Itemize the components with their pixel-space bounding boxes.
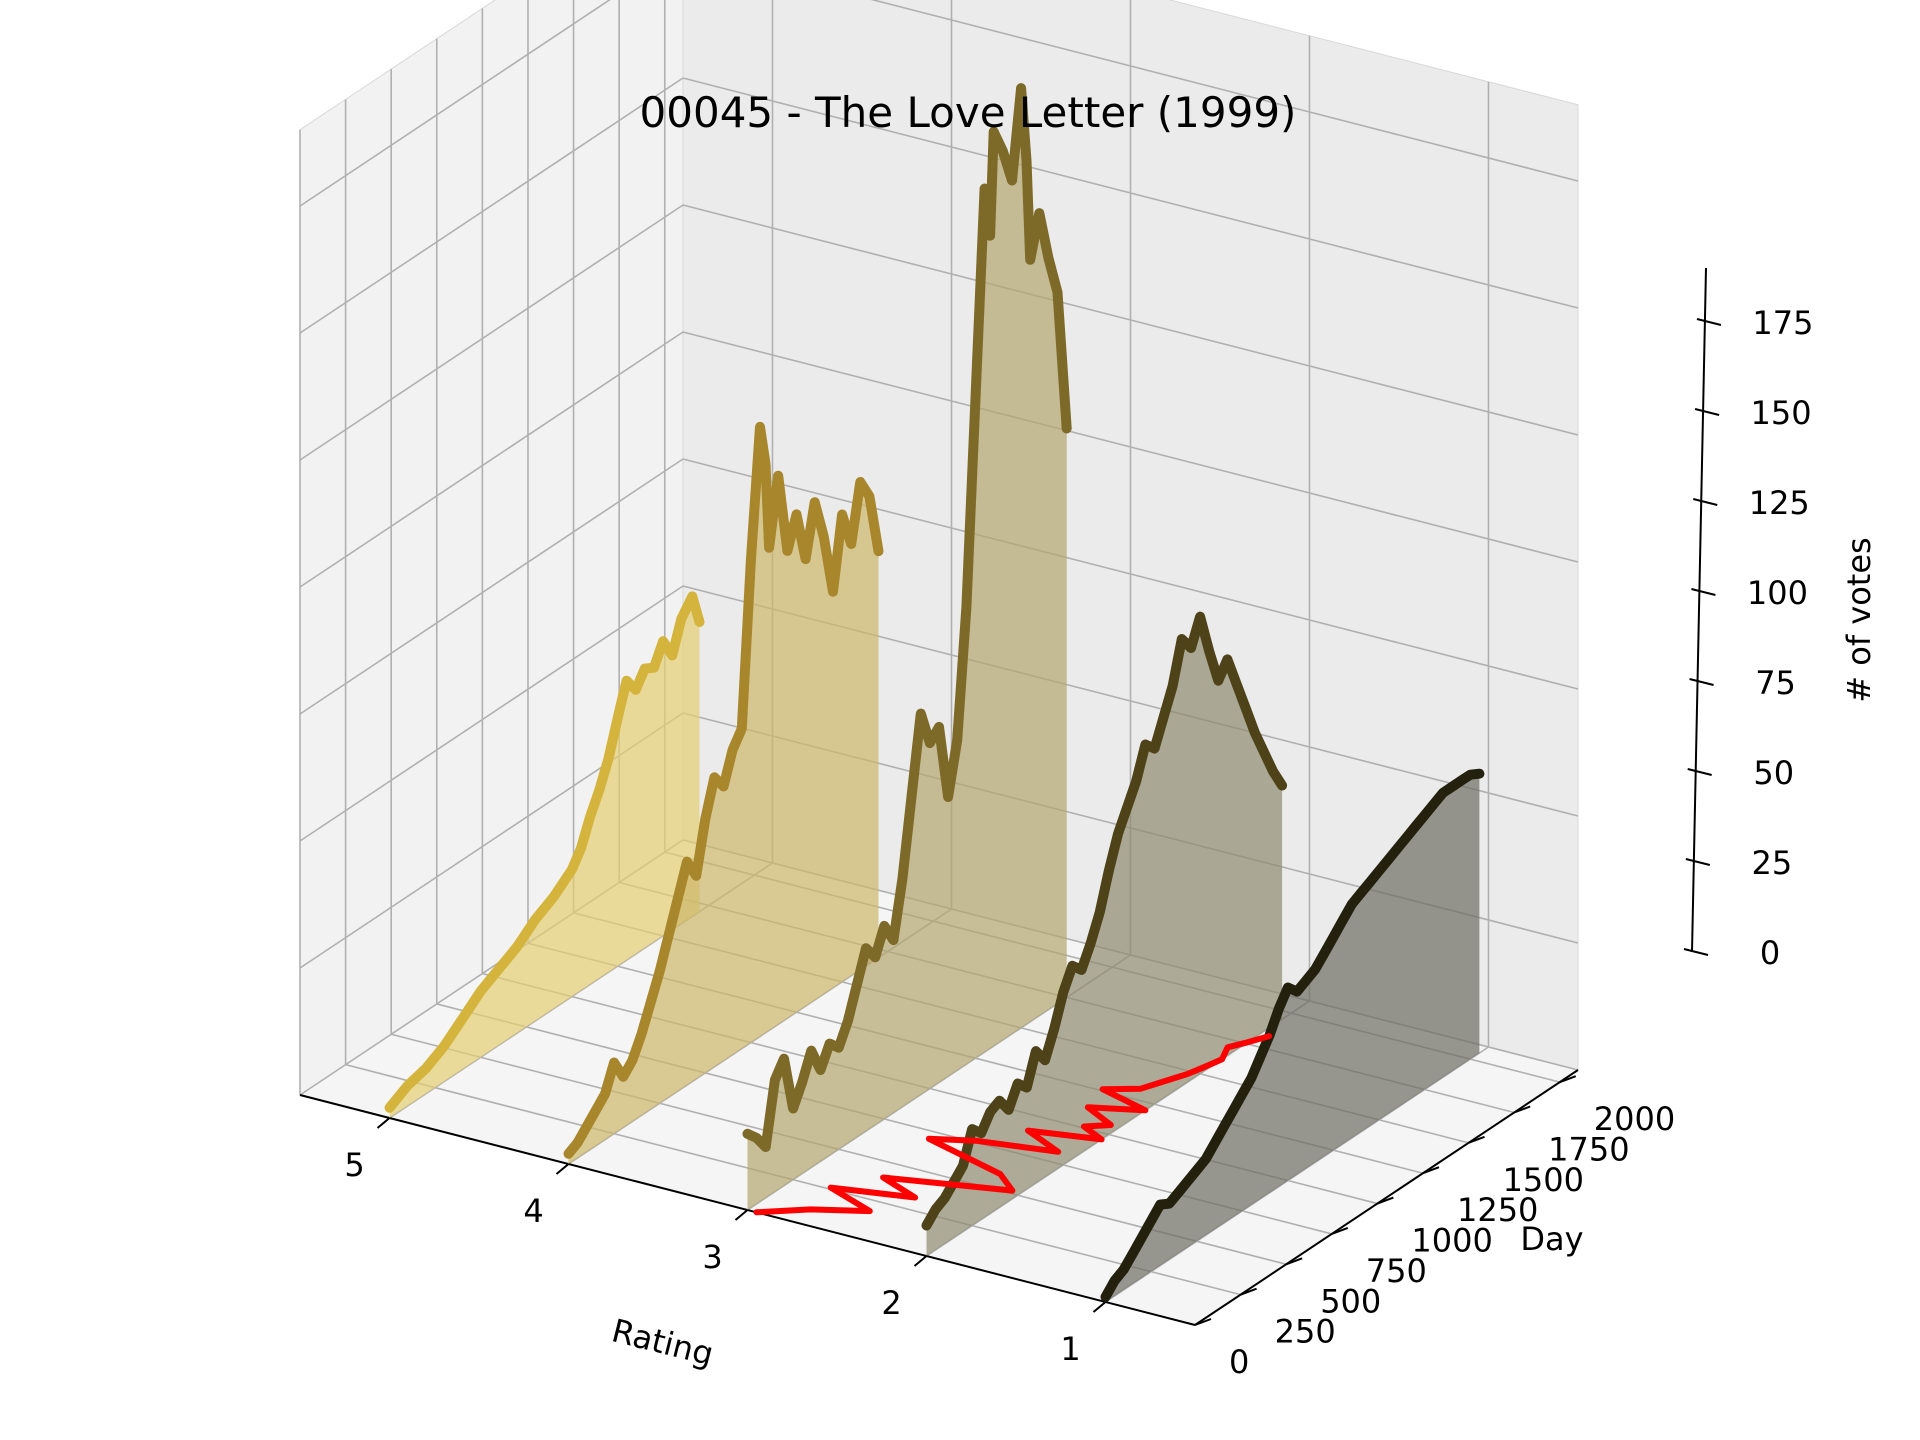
day-tick-label-1750: 1750 xyxy=(1548,1131,1629,1169)
rating-tick-1 xyxy=(1092,1301,1107,1313)
day-tick-label-750: 750 xyxy=(1366,1252,1427,1290)
grid-left-votes-50 xyxy=(299,585,684,842)
rating-tick-3 xyxy=(734,1209,749,1221)
votes-tick-125 xyxy=(1693,498,1718,506)
line-rating-5 xyxy=(384,591,705,1113)
grid-back-votes-75 xyxy=(682,458,1579,690)
chart-title: 00045 - The Love Letter (1999) xyxy=(640,88,1297,137)
line-rating-1 xyxy=(1100,768,1485,1302)
rating-tick-label-2: 2 xyxy=(881,1284,901,1322)
area-rating-5 xyxy=(389,596,700,1118)
area-rating-3 xyxy=(747,88,1067,1211)
day-tick-1250 xyxy=(1422,1166,1440,1175)
day-tick-1000 xyxy=(1377,1196,1394,1205)
votes-tick-label-25: 25 xyxy=(1751,844,1792,882)
day-tick-label-500: 500 xyxy=(1320,1282,1381,1320)
series-rating-2 xyxy=(921,611,1288,1256)
axis-panes xyxy=(298,0,1580,1326)
votes-tick-25 xyxy=(1685,858,1711,866)
grid-back-votes-100 xyxy=(682,331,1579,563)
day-tick-label-2000: 2000 xyxy=(1594,1100,1675,1138)
day-tick-label-1250: 1250 xyxy=(1457,1191,1538,1229)
series-rating-3 xyxy=(742,83,1072,1211)
votes-tick-label-175: 175 xyxy=(1752,304,1813,342)
day-tick-500 xyxy=(1285,1257,1303,1266)
day-tick-1500 xyxy=(1468,1135,1485,1144)
area-rating-4 xyxy=(568,426,879,1164)
votes-tick-label-150: 150 xyxy=(1751,394,1812,432)
rating-tick-label-3: 3 xyxy=(702,1238,722,1276)
grid-left-votes-100 xyxy=(299,331,684,588)
grid-left-votes-125 xyxy=(299,204,684,461)
series-rating-1 xyxy=(1100,768,1485,1302)
rating-tick-2 xyxy=(913,1255,928,1267)
votes-tick-label-75: 75 xyxy=(1755,664,1796,702)
day-tick-250 xyxy=(1240,1287,1257,1296)
votes-axis-line xyxy=(1691,267,1707,953)
votes-tick-175 xyxy=(1696,318,1722,326)
trace-line xyxy=(753,1033,1273,1216)
x-axis-title: Rating xyxy=(608,1311,717,1373)
votes-tick-label-125: 125 xyxy=(1749,484,1810,522)
votes-tick-0 xyxy=(1683,948,1709,956)
grid-back-votes-150 xyxy=(682,77,1579,309)
votes-tick-150 xyxy=(1694,408,1720,416)
grid-back-votes-125 xyxy=(682,204,1579,436)
rating-tick-label-5: 5 xyxy=(344,1146,364,1184)
line-rating-4 xyxy=(563,421,884,1159)
grid-left-votes-175 xyxy=(299,0,611,207)
series-rating-4 xyxy=(563,421,884,1164)
y-axis-title: Day xyxy=(1520,1220,1583,1258)
day-tick-0 xyxy=(1194,1318,1212,1326)
grid-back-votes-175 xyxy=(870,0,1579,182)
rating-tick-label-1: 1 xyxy=(1060,1330,1080,1368)
line-rating-2 xyxy=(921,611,1288,1231)
votes-tick-50 xyxy=(1687,768,1712,776)
rating-tick-5 xyxy=(376,1117,391,1129)
votes-tick-100 xyxy=(1691,588,1716,596)
rating-tick-label-4: 4 xyxy=(523,1192,543,1230)
votes-tick-75 xyxy=(1689,678,1714,686)
day-tick-label-1000: 1000 xyxy=(1411,1222,1492,1260)
day-tick-label-1500: 1500 xyxy=(1503,1161,1584,1199)
day-tick-label-250: 250 xyxy=(1275,1313,1336,1351)
day-tick-2000 xyxy=(1559,1075,1577,1084)
grid-left-votes-150 xyxy=(299,77,684,334)
grid-left-votes-75 xyxy=(299,458,684,715)
votes-tick-label-0: 0 xyxy=(1760,934,1780,972)
day-tick-750 xyxy=(1331,1226,1349,1235)
votes-tick-label-50: 50 xyxy=(1753,754,1794,792)
rating-tick-4 xyxy=(555,1163,570,1175)
day-tick-1750 xyxy=(1513,1105,1531,1114)
votes-tick-label-100: 100 xyxy=(1747,574,1808,612)
line-rating-3 xyxy=(742,83,1072,1153)
z-axis-title: # of votes xyxy=(1840,537,1878,702)
series-rating-5 xyxy=(384,591,705,1118)
series-group xyxy=(384,83,1485,1302)
day-tick-label-0: 0 xyxy=(1229,1343,1249,1381)
